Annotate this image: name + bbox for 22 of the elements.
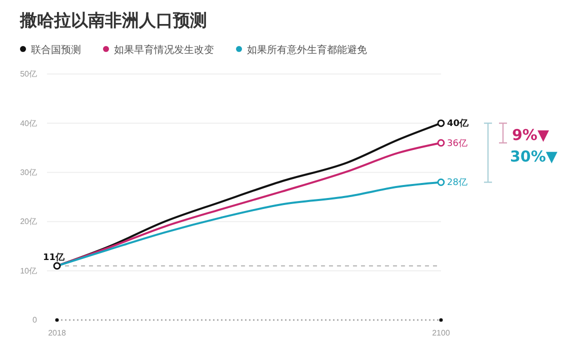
x-tick-label: 2018 — [48, 328, 66, 338]
text: 9%▼ — [512, 126, 550, 144]
point — [437, 119, 445, 127]
text: 30%▼ — [510, 148, 558, 166]
y-tick-label: 40亿 — [20, 118, 37, 128]
data-label: 36亿 — [447, 138, 468, 149]
legend-label: 如果早育情况发生改变 — [114, 44, 214, 56]
point — [53, 262, 61, 270]
data-label: 28亿 — [447, 177, 468, 188]
legend-label: 如果所有意外生育都能避免 — [247, 44, 367, 56]
y-tick-label: 20亿 — [20, 217, 37, 226]
y-tick-label: 10亿 — [20, 266, 37, 276]
chart-title: 撒哈拉以南非洲人口预测 — [19, 11, 207, 31]
point — [437, 139, 445, 147]
y-tick-label: 30亿 — [20, 168, 37, 177]
point — [437, 178, 445, 186]
data-label: 40亿 — [447, 118, 470, 130]
y-tick-label: 0 — [32, 316, 38, 325]
y-tick-label: 50亿 — [20, 70, 37, 79]
x-tick-label: 2100 — [432, 328, 450, 338]
legend-label: 联合国预测 — [31, 44, 81, 56]
data-label: 11亿 — [43, 252, 66, 263]
